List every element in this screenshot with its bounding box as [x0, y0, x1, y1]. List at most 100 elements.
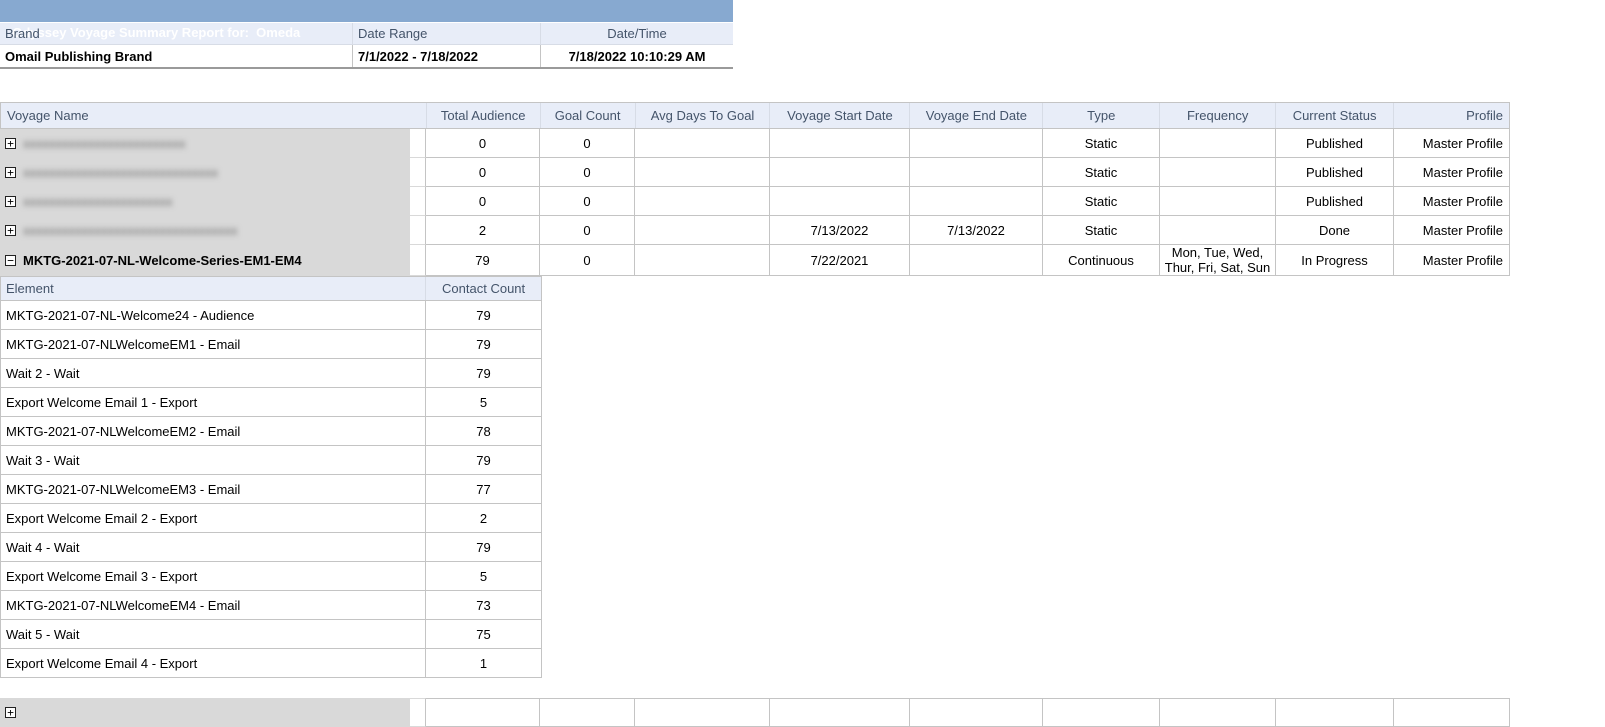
date-range-value: 7/1/2022 - 7/18/2022 — [352, 45, 540, 67]
voyage-start-date-cell: 7/22/2021 — [770, 245, 910, 276]
voyage-name-cell: + xxxxxxxxxxxxxxxxxxxxxxx — [0, 187, 426, 216]
element-row: Export Welcome Email 2 - Export 2 — [0, 504, 542, 533]
element-name-cell: Export Welcome Email 3 - Export — [0, 562, 426, 591]
redacted-voyage-name: xxxxxxxxxxxxxxxxxxxxxxx — [23, 193, 173, 209]
element-row: Export Welcome Email 1 - Export 5 — [0, 388, 542, 417]
type-cell — [1043, 698, 1160, 727]
brand-column-header: Brand — [5, 26, 40, 41]
expand-icon[interactable]: + — [5, 137, 16, 149]
voyage-end-date-column-header: Voyage End Date — [910, 103, 1044, 128]
element-name-cell: Export Welcome Email 1 - Export — [0, 388, 426, 417]
contact-count-cell: 77 — [426, 475, 542, 504]
total-audience-cell: 0 — [426, 158, 540, 187]
total-audience-column-header: Total Audience — [427, 103, 541, 128]
element-name-cell: MKTG-2021-07-NLWelcomeEM2 - Email — [0, 417, 426, 446]
expand-icon[interactable]: + — [5, 166, 16, 178]
type-cell: Static — [1043, 129, 1160, 158]
contact-count-cell: 78 — [426, 417, 542, 446]
element-row: Export Welcome Email 3 - Export 5 — [0, 562, 542, 591]
date-time-value: 7/18/2022 10:10:29 AM — [540, 45, 733, 67]
element-column-header: Element — [1, 277, 427, 300]
goal-count-cell: 0 — [540, 216, 635, 245]
goal-count-cell: 0 — [540, 245, 635, 276]
voyage-row: + xxxxxxxxxxxxxxxxxxxxxxxxx 0 0 Static Publis… — [0, 129, 1510, 158]
element-row: Wait 3 - Wait 79 — [0, 446, 542, 475]
expand-icon[interactable]: + — [5, 707, 16, 718]
element-row: Export Welcome Email 4 - Export 1 — [0, 649, 542, 678]
goal-count-cell: 0 — [540, 129, 635, 158]
voyage-end-date-cell — [910, 158, 1043, 187]
voyage-start-date-cell — [770, 129, 910, 158]
voyage-start-date-cell — [770, 698, 910, 727]
type-column-header: Type — [1043, 103, 1161, 128]
current-status-cell: Published — [1276, 129, 1394, 158]
voyage-element-table: Element Contact Count MKTG-2021-07-NL-We… — [0, 276, 542, 678]
brand-table-header-row: Brand Date Range Date/Time — [0, 23, 733, 45]
element-name-cell: Export Welcome Email 4 - Export — [0, 649, 426, 678]
contact-count-cell: 1 — [426, 649, 542, 678]
date-range-column-header: Date Range — [352, 23, 540, 44]
total-audience-cell — [426, 698, 540, 727]
voyage-name-label: MKTG-2021-07-NL-Welcome-Series-EM1-EM4 — [23, 252, 302, 268]
voyage-end-date-cell: 7/13/2022 — [910, 216, 1043, 245]
element-row: MKTG-2021-07-NLWelcomeEM2 - Email 78 — [0, 417, 542, 446]
voyage-row: + xxxxxxxxxxxxxxxxxxxxxxxxxxxxxxxxx 2 0 7/13… — [0, 216, 1510, 245]
contact-count-column-header: Contact Count — [426, 277, 542, 300]
element-name-cell: Wait 5 - Wait — [0, 620, 426, 649]
contact-count-cell: 79 — [426, 359, 542, 388]
expand-icon[interactable]: + — [5, 224, 16, 236]
brand-table-data-row: Omail Publishing Brand 7/1/2022 - 7/18/2… — [0, 45, 733, 69]
element-name-cell: MKTG-2021-07-NL-Welcome24 - Audience — [0, 301, 426, 330]
report-title: Odyssey Voyage Summary Report for: Omeda — [12, 25, 301, 40]
voyage-table-header-row: Voyage Name Total Audience Goal Count Av… — [0, 102, 1510, 129]
total-audience-cell: 79 — [426, 245, 540, 276]
voyage-name-cell: + xxxxxxxxxxxxxxxxxxxxxxxxx — [0, 129, 426, 158]
redacted-voyage-name: xxxxxxxxxxxxxxxxxxxxxxxxxxxxxx — [23, 164, 218, 180]
profile-cell: Master Profile — [1394, 216, 1510, 245]
contact-count-cell: 79 — [426, 301, 542, 330]
current-status-cell: Published — [1276, 187, 1394, 216]
type-cell: Continuous — [1043, 245, 1160, 276]
brand-value: Omail Publishing Brand — [5, 48, 153, 64]
date-time-column-header: Date/Time — [540, 23, 733, 44]
contact-count-cell: 79 — [426, 446, 542, 475]
current-status-column-header: Current Status — [1276, 103, 1395, 128]
frequency-cell — [1160, 698, 1276, 727]
element-row: Wait 2 - Wait 79 — [0, 359, 542, 388]
expand-icon[interactable]: + — [5, 195, 16, 207]
profile-cell — [1394, 698, 1510, 727]
element-name-cell: MKTG-2021-07-NLWelcomeEM1 - Email — [0, 330, 426, 359]
report-title-bar: Odyssey Voyage Summary Report for: Omeda — [0, 0, 733, 40]
element-table-header-row: Element Contact Count — [0, 276, 542, 301]
voyage-row: + xxxxxxxxxxxxxxxxxxxxxxxxxxxxxx 0 0 Static P… — [0, 158, 1510, 187]
avg-days-to-goal-cell — [635, 245, 770, 276]
total-audience-cell: 2 — [426, 216, 540, 245]
avg-days-to-goal-cell — [635, 158, 770, 187]
redacted-voyage-name: xxxxxxxxxxxxxxxxxxxxxxxxx — [23, 135, 186, 151]
collapse-icon[interactable]: − — [5, 254, 16, 266]
voyage-end-date-cell — [910, 698, 1043, 727]
voyage-summary-table: Voyage Name Total Audience Goal Count Av… — [0, 102, 1510, 276]
contact-count-cell: 79 — [426, 533, 542, 562]
type-cell: Static — [1043, 187, 1160, 216]
contact-count-cell: 5 — [426, 562, 542, 591]
element-name-cell: MKTG-2021-07-NLWelcomeEM4 - Email — [0, 591, 426, 620]
avg-days-to-goal-cell — [635, 216, 770, 245]
contact-count-cell: 75 — [426, 620, 542, 649]
next-voyage-row-partial: + — [0, 698, 1605, 727]
goal-count-column-header: Goal Count — [541, 103, 636, 128]
element-row: MKTG-2021-07-NL-Welcome24 - Audience 79 — [0, 301, 542, 330]
element-row: MKTG-2021-07-NLWelcomeEM3 - Email 77 — [0, 475, 542, 504]
goal-count-cell — [540, 698, 635, 727]
avg-days-to-goal-cell — [635, 698, 770, 727]
voyage-name-cell: + — [0, 698, 426, 727]
current-status-cell: Done — [1276, 216, 1394, 245]
frequency-cell — [1160, 129, 1276, 158]
brand-summary-table: Brand Date Range Date/Time Omail Publish… — [0, 23, 733, 69]
profile-cell: Master Profile — [1394, 245, 1510, 276]
frequency-cell — [1160, 187, 1276, 216]
avg-days-to-goal-cell — [635, 129, 770, 158]
element-table-body: MKTG-2021-07-NL-Welcome24 - Audience 79 MK… — [0, 301, 542, 678]
profile-cell: Master Profile — [1394, 158, 1510, 187]
voyage-table-body: + xxxxxxxxxxxxxxxxxxxxxxxxx 0 0 Static Publis… — [0, 129, 1510, 276]
